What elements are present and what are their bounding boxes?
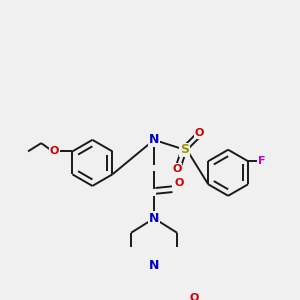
Text: O: O (172, 164, 182, 174)
Text: O: O (174, 178, 184, 188)
Text: O: O (195, 128, 204, 138)
Text: F: F (257, 156, 265, 166)
Text: N: N (149, 259, 159, 272)
Text: S: S (180, 143, 189, 156)
Text: N: N (149, 212, 159, 225)
Text: O: O (189, 293, 199, 300)
Text: N: N (149, 134, 159, 146)
Text: O: O (50, 146, 59, 156)
